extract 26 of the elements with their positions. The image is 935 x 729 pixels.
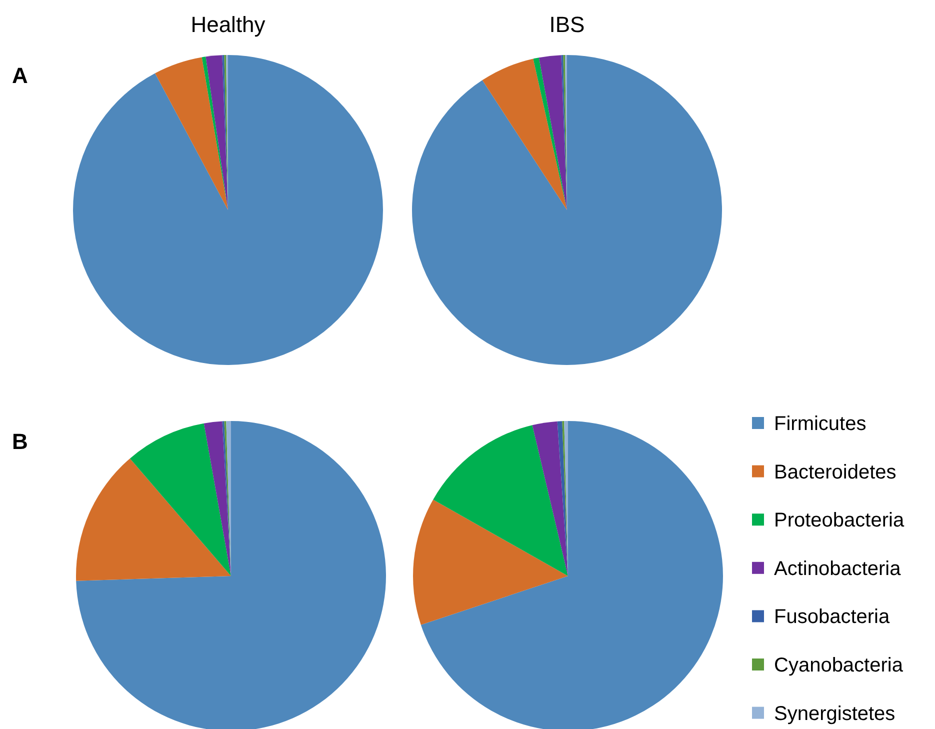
legend-label: Cyanobacteria: [774, 654, 904, 676]
legend-label: Proteobacteria: [774, 510, 905, 532]
chart-title: Healthy: [190, 12, 266, 37]
legend-label: Actinobacteria: [774, 558, 902, 580]
pie-slice: [130, 423, 231, 576]
pie-slice: [412, 55, 722, 365]
pie-slice: [155, 57, 228, 210]
pie-slice: [206, 55, 228, 210]
legend-label: Fusobacteria: [774, 606, 890, 628]
pie-slice: [538, 55, 567, 210]
legend-label: Bacteroidetes: [774, 461, 896, 484]
pie-slice: [204, 421, 231, 576]
pie-slice: [482, 58, 567, 210]
pie-slice: [73, 55, 383, 365]
legend-label: Firmicutes: [774, 413, 866, 435]
pie-slice: [433, 425, 568, 576]
pie-slice: [413, 500, 568, 625]
pie-slice: [76, 458, 231, 581]
pie-slice: [533, 58, 567, 210]
pie-slice: [420, 421, 723, 729]
pie-slice: [76, 421, 386, 729]
chart-title: IBS: [549, 12, 585, 37]
text: A: [12, 63, 28, 88]
pie-slice: [532, 421, 568, 576]
text: B: [12, 429, 28, 454]
legend-label: Synergistetes: [774, 702, 896, 725]
